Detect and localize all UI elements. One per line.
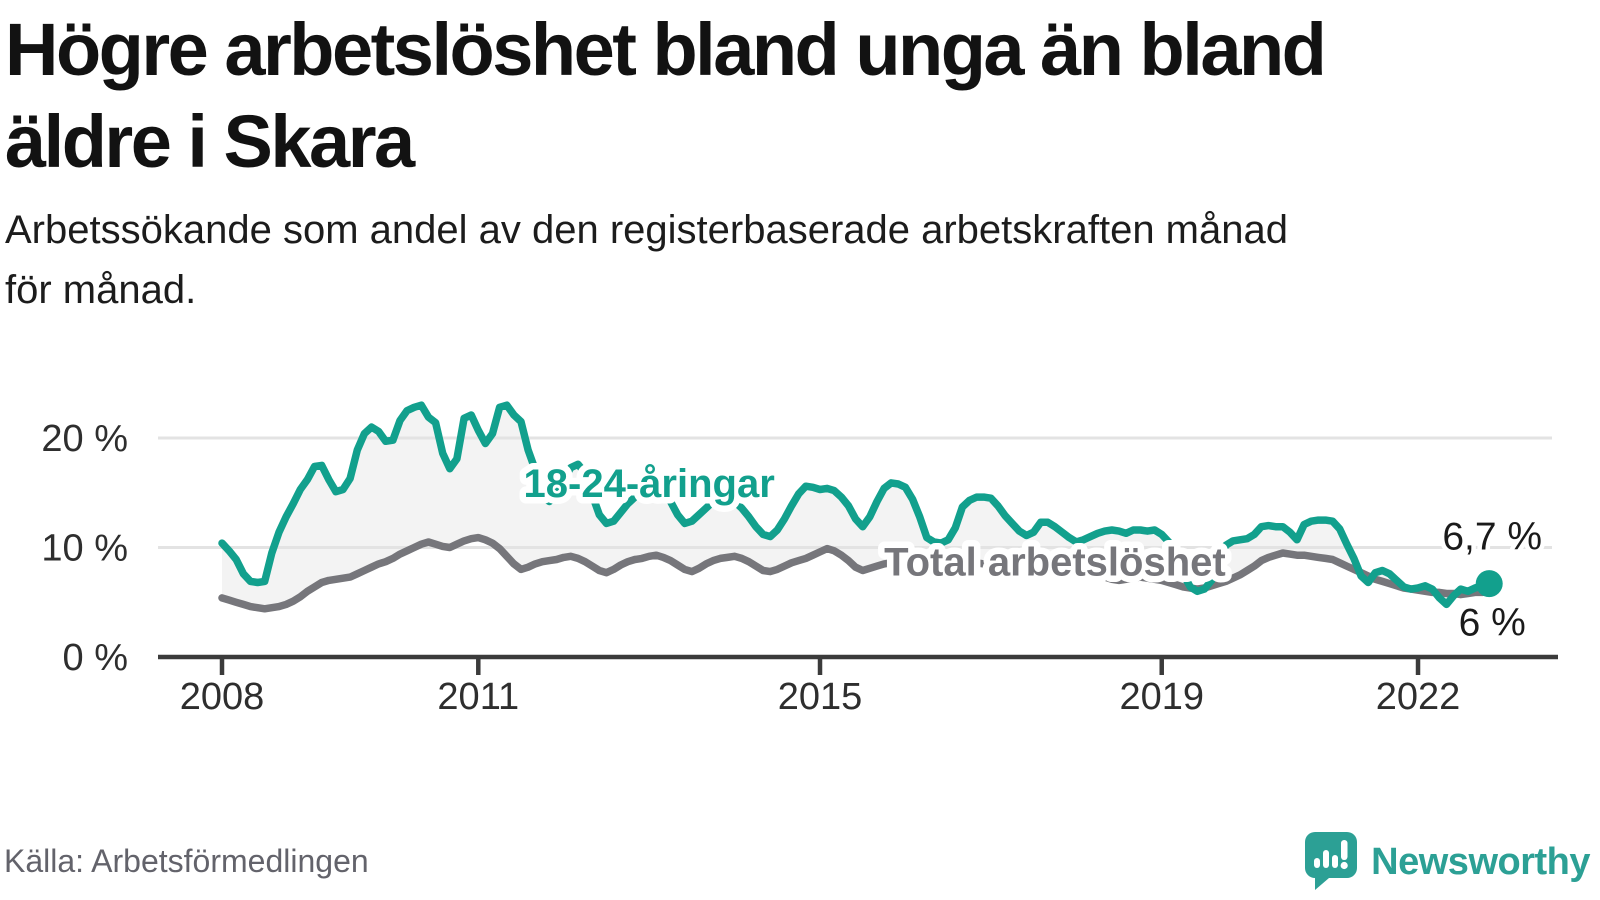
series-line-Total arbetslöshet	[218, 533, 1493, 613]
end-value-label-0: 6,7 %	[1442, 516, 1542, 559]
title-line-2: äldre i Skara	[5, 100, 415, 183]
y-tick-label-0pct: 0 %	[63, 637, 128, 679]
x-tick-label-2022: 2022	[1376, 676, 1461, 718]
x-tick-label-2011: 2011	[437, 676, 519, 718]
end-value-label-1: 6 %	[1459, 601, 1526, 644]
x-tick-label-2008: 2008	[180, 676, 265, 718]
brand-name: Newsworthy	[1371, 840, 1590, 883]
page-subtitle: Arbetssökande som andel av den registerb…	[5, 200, 1565, 320]
series-label-Total arbetslöshet: Total arbetslöshet	[884, 541, 1226, 585]
source-note: Källa: Arbetsförmedlingen	[4, 843, 369, 879]
series-line-18-24-åringar	[218, 401, 1493, 609]
x-tick-label-2015: 2015	[778, 676, 863, 718]
latest-value-dot	[1475, 570, 1503, 598]
subtitle-line-1: Arbetssökande som andel av den registerb…	[5, 208, 1288, 252]
subtitle-line-2: för månad.	[5, 268, 197, 312]
x-tick-label-2019: 2019	[1119, 676, 1204, 718]
between-series-fill	[222, 405, 1490, 609]
page-title: Högre arbetslöshet bland unga än bland ä…	[5, 4, 1565, 188]
brand-lockup: Newsworthy	[1305, 832, 1590, 892]
title-line-1: Högre arbetslöshet bland unga än bland	[5, 8, 1327, 91]
unemployment-line-chart: 2008 2011 2015 2019 2022 0 % 10 % 20 % 18-24-åri…	[41, 401, 1558, 718]
y-tick-label-20pct: 20 %	[41, 418, 128, 460]
y-tick-label-10pct: 10 %	[41, 528, 128, 570]
newsworthy-bubble-chart-icon	[1305, 832, 1358, 890]
series-label-18-24-åringar: 18-24-åringar	[524, 462, 775, 506]
